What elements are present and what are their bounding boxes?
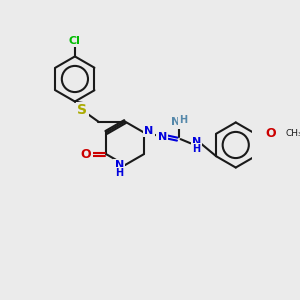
- Text: CH₃: CH₃: [285, 129, 300, 138]
- Text: N: N: [115, 160, 124, 170]
- Text: O: O: [81, 148, 92, 161]
- Text: O: O: [266, 127, 277, 140]
- Text: N: N: [171, 117, 180, 128]
- Text: Cl: Cl: [69, 36, 81, 46]
- Text: H: H: [179, 115, 187, 125]
- Text: H: H: [115, 168, 123, 178]
- Text: S: S: [77, 103, 87, 117]
- Text: N: N: [144, 126, 154, 136]
- Text: N: N: [192, 136, 201, 147]
- Text: H: H: [192, 144, 200, 154]
- Text: N: N: [158, 132, 167, 142]
